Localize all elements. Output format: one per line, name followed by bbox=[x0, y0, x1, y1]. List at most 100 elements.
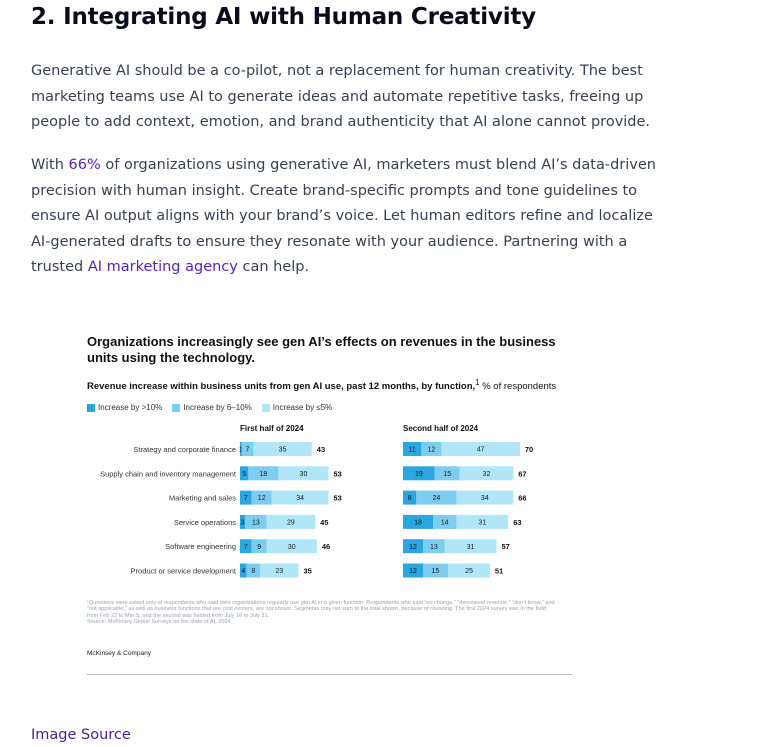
image-source-link[interactable]: Image Source bbox=[31, 727, 131, 743]
bar-segment bbox=[240, 442, 242, 456]
legend-swatch-gt10 bbox=[87, 403, 95, 412]
bar-segment bbox=[416, 490, 457, 505]
chart-subtitle-bold: Revenue increase within business units f… bbox=[87, 381, 476, 393]
bar-value-label: 12 bbox=[427, 447, 435, 454]
chart-subtitle-footnote-mark: 1 bbox=[475, 378, 480, 387]
bar-segment bbox=[421, 442, 442, 456]
bar-segment bbox=[403, 490, 417, 505]
bar-value-label: 19 bbox=[415, 471, 423, 478]
bar-total-label: 45 bbox=[320, 518, 328, 527]
bar-segment bbox=[403, 442, 422, 456]
bar-value-label: 29 bbox=[287, 520, 295, 527]
bar-segment bbox=[240, 539, 252, 554]
bar-value-label: 14 bbox=[441, 520, 449, 527]
bar-value-label: 8 bbox=[408, 495, 412, 502]
bar-total-label: 70 bbox=[525, 445, 533, 454]
bar-value-label: 7 bbox=[244, 544, 248, 551]
bar-segment bbox=[433, 514, 457, 529]
bar-value-label: 12 bbox=[409, 568, 417, 575]
bar-value-label: 12 bbox=[258, 495, 266, 502]
bar-value-label: 8 bbox=[251, 568, 255, 575]
bar-segment bbox=[423, 563, 449, 578]
chart-subtitle: Revenue increase within business units f… bbox=[87, 378, 556, 392]
bar-value-label: 35 bbox=[279, 447, 287, 454]
bar-total-label: 63 bbox=[513, 518, 521, 527]
bar-segment bbox=[456, 490, 514, 505]
bar-segment bbox=[456, 514, 509, 529]
bar-total-label: 67 bbox=[518, 469, 526, 478]
bar-value-label: 1 bbox=[239, 447, 243, 454]
bar-value-label: 24 bbox=[433, 495, 441, 502]
ai-marketing-agency-link[interactable]: AI marketing agency bbox=[87, 259, 238, 275]
bar-segment bbox=[403, 514, 434, 529]
paragraph-stats: With 66% of organizations using generati… bbox=[31, 153, 671, 281]
bar-total-label: 57 bbox=[502, 542, 510, 551]
bar-segment bbox=[245, 514, 267, 529]
panel-title: Second half of 2024 bbox=[403, 424, 479, 433]
bar-value-label: 31 bbox=[478, 520, 486, 527]
bar-segment bbox=[423, 539, 445, 554]
category-label: Service operations bbox=[174, 518, 236, 527]
stat-66-percent-link[interactable]: 66% bbox=[68, 157, 101, 173]
bar-segment bbox=[271, 490, 329, 505]
bar-total-label: 43 bbox=[317, 445, 325, 454]
bar-segment bbox=[278, 466, 329, 481]
category-label: Product or service development bbox=[131, 567, 237, 576]
bar-value-label: 31 bbox=[467, 544, 475, 551]
legend-label-gt10: Increase by >10% bbox=[98, 403, 163, 412]
bar-segment bbox=[253, 442, 312, 456]
bar-value-label: 11 bbox=[409, 447, 416, 454]
bar-segment bbox=[260, 563, 299, 578]
legend-item-le5: Increase by ≤5% bbox=[261, 403, 333, 412]
paragraph-intro: Generative AI should be a co-pilot, not … bbox=[31, 63, 651, 130]
figure-divider bbox=[87, 674, 572, 675]
bar-value-label: 15 bbox=[443, 471, 451, 478]
bar-segment bbox=[240, 466, 249, 481]
bar-value-label: 47 bbox=[477, 447, 485, 454]
bar-total-label: 46 bbox=[322, 542, 330, 551]
bar-value-label: 13 bbox=[252, 520, 260, 527]
bar-segment bbox=[266, 539, 317, 554]
bar-segment bbox=[434, 466, 460, 481]
paragraph-stats-text-a: With bbox=[31, 157, 69, 173]
bar-segment bbox=[251, 539, 267, 554]
bar-value-label: 12 bbox=[409, 544, 417, 551]
category-label: Software engineering bbox=[165, 542, 236, 551]
category-label: Marketing and sales bbox=[169, 494, 236, 503]
chart-plot: First half of 2024 Strategy and corporate… bbox=[100, 424, 533, 578]
bar-value-label: 7 bbox=[246, 447, 250, 454]
bar-value-label: 34 bbox=[481, 495, 489, 502]
panel-title: First half of 2024 bbox=[240, 424, 304, 433]
bar-value-label: 5 bbox=[242, 471, 246, 478]
bar-value-label: 18 bbox=[259, 471, 267, 478]
bar-value-label: 32 bbox=[483, 471, 491, 478]
legend-label-6to10: Increase by 6–10% bbox=[183, 403, 252, 412]
bar-value-label: 34 bbox=[296, 495, 304, 502]
legend-label-le5: Increase by ≤5% bbox=[272, 403, 333, 412]
bar-value-label: 18 bbox=[414, 520, 422, 527]
bar-value-label: 4 bbox=[241, 568, 245, 575]
bar-segment bbox=[240, 490, 252, 505]
bar-value-label: 13 bbox=[430, 544, 438, 551]
bar-segment bbox=[240, 514, 246, 529]
chart-legend: Increase by >10% Increase by 6–10% Incre… bbox=[87, 403, 332, 412]
chart-source: Source: McKinsey Global Surveys on the s… bbox=[87, 619, 231, 626]
bar-segment bbox=[448, 563, 490, 578]
paragraph-stats-text-c: can help. bbox=[237, 259, 310, 275]
chart-subtitle-unit: % of respondents bbox=[479, 381, 557, 393]
category-label: Supply chain and inventory management bbox=[100, 469, 237, 478]
category-label: Strategy and corporate finance bbox=[133, 445, 236, 454]
bar-segment bbox=[459, 466, 514, 481]
bar-segment bbox=[403, 563, 424, 578]
bar-segment bbox=[403, 539, 424, 554]
chart-title: Organizations increasingly see gen AI’s … bbox=[87, 334, 556, 365]
bar-value-label: 30 bbox=[288, 544, 296, 551]
bar-segment bbox=[403, 466, 435, 481]
legend-swatch-le5 bbox=[261, 403, 270, 412]
bar-value-label: 9 bbox=[257, 544, 261, 551]
section-heading: 2. Integrating AI with Human Creativity bbox=[31, 4, 536, 30]
bar-segment bbox=[246, 563, 261, 578]
legend-swatch-6to10 bbox=[172, 403, 181, 412]
bar-segment bbox=[251, 490, 272, 505]
bar-value-label: 30 bbox=[300, 471, 308, 478]
